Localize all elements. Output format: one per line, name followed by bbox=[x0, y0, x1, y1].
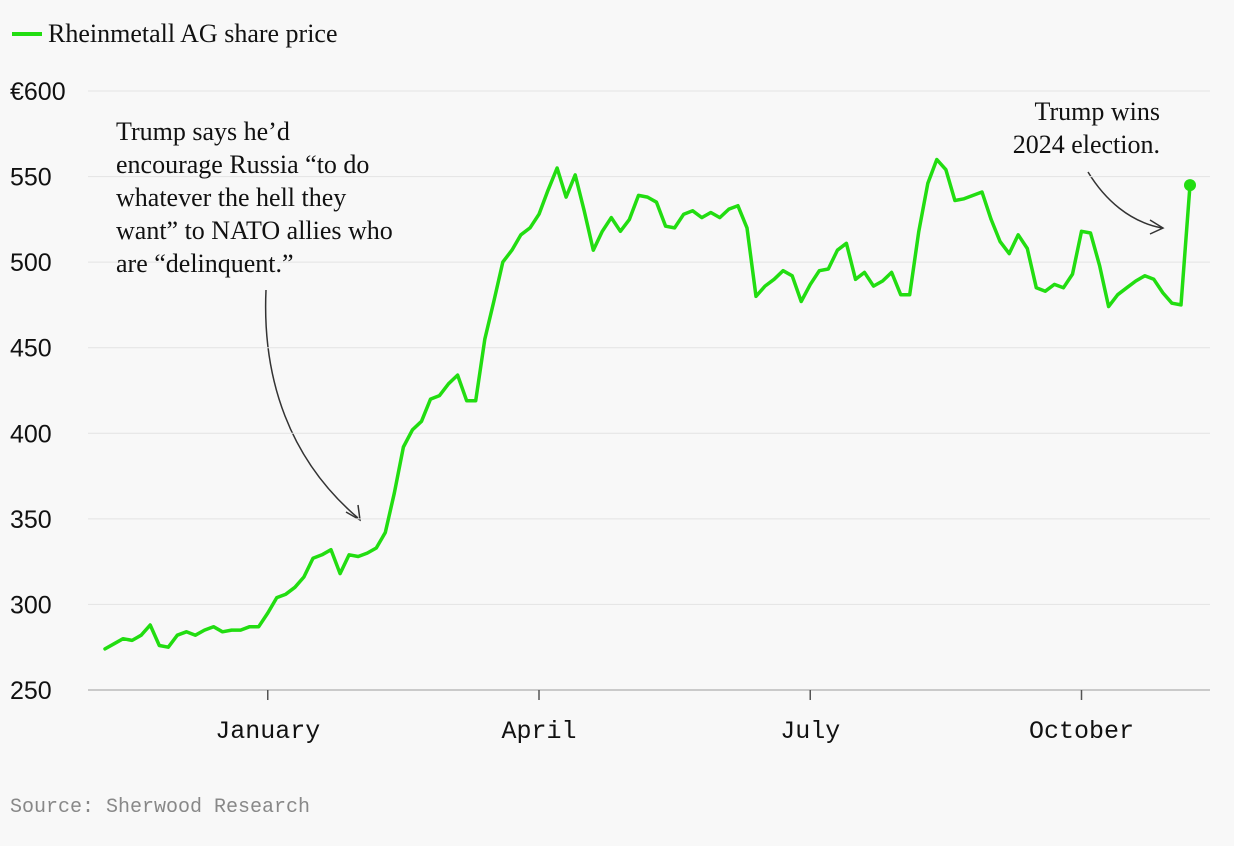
legend-label: Rheinmetall AG share price bbox=[48, 19, 338, 48]
y-tick-label: 550 bbox=[10, 164, 52, 192]
price-line bbox=[103, 157, 1192, 651]
end-dot bbox=[1184, 179, 1196, 192]
annotation-text: are “delinquent.” bbox=[116, 249, 294, 278]
arrowhead bbox=[1149, 219, 1165, 235]
y-tick-label: 250 bbox=[10, 677, 52, 705]
y-tick-label: 300 bbox=[10, 591, 52, 619]
annotation-text: want” to NATO allies who bbox=[116, 216, 393, 245]
arrowhead bbox=[345, 504, 361, 522]
y-tick-label: 450 bbox=[10, 335, 52, 363]
y-tick-label: 500 bbox=[10, 249, 52, 277]
annotation-text: whatever the hell they bbox=[116, 183, 346, 212]
y-tick-label: 400 bbox=[10, 420, 52, 448]
y-tick-label: 350 bbox=[10, 506, 52, 534]
x-tick-label: January bbox=[215, 717, 320, 746]
annotation-arrow bbox=[1087, 171, 1163, 229]
y-tick-label: €600 bbox=[10, 78, 66, 106]
x-tick-label: April bbox=[501, 717, 576, 746]
annotation-text: encourage Russia “to do bbox=[116, 150, 369, 179]
annotation-text: Trump says he’d bbox=[116, 117, 290, 146]
x-tick-label: October bbox=[1029, 717, 1134, 746]
annotation-text: 2024 election. bbox=[1013, 130, 1160, 159]
x-tick-label: July bbox=[780, 717, 840, 746]
source: Source: Sherwood Research bbox=[10, 796, 310, 819]
annotation-text: Trump wins bbox=[1035, 97, 1160, 126]
annotation-arrow bbox=[264, 289, 359, 519]
